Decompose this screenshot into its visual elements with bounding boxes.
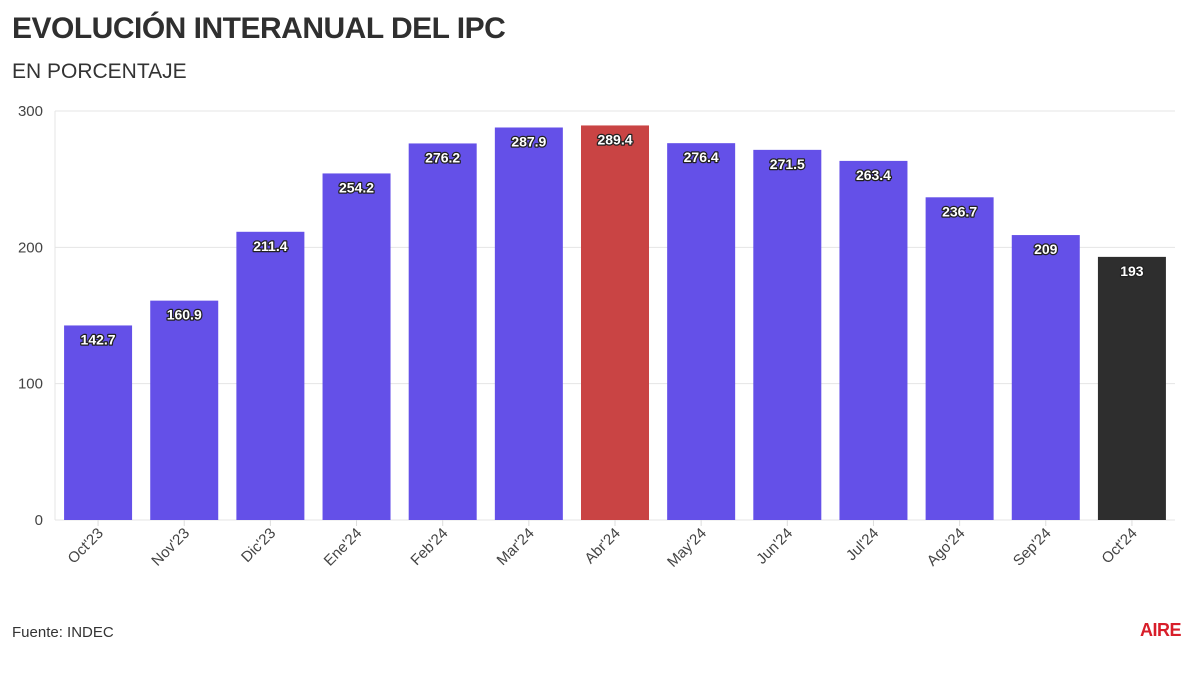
bar	[408, 143, 477, 520]
bar	[64, 325, 133, 520]
x-tick-label: Ene'24	[321, 525, 366, 570]
x-tick-label: Abr'24	[581, 525, 623, 567]
x-tick-label: Nov'23	[148, 525, 193, 570]
bar	[236, 231, 305, 521]
y-tick-label: 200	[18, 239, 43, 256]
bar	[1097, 256, 1166, 520]
bar-value-label: 236.7	[942, 203, 977, 219]
x-tick-label: Dic'23	[238, 525, 279, 566]
x-tick-label: Mar'24	[494, 525, 538, 569]
aire-logo: AIRE	[1139, 620, 1182, 640]
bar-value-label: 160.9	[167, 307, 202, 323]
bar	[1011, 235, 1080, 520]
bar	[581, 125, 649, 521]
bar	[494, 127, 563, 520]
y-tick-label: 100	[18, 376, 43, 393]
x-tick-label: Jul'24	[843, 525, 882, 564]
chart-subtitle: EN PORCENTAJE	[12, 60, 187, 83]
bar-value-label: 209	[1034, 241, 1058, 257]
source-note: Fuente: INDEC	[12, 624, 114, 641]
bar	[322, 173, 391, 520]
bar	[839, 160, 908, 520]
bar-value-label: 211.4	[253, 238, 287, 254]
x-tick-label: Oct'24	[1098, 525, 1140, 567]
bar-value-label: 276.2	[425, 149, 460, 165]
chart-title: EVOLUCIÓN INTERANUAL DEL IPC	[12, 12, 506, 45]
bar-value-label: 142.7	[81, 331, 116, 347]
bar-value-label: 289.4	[597, 131, 632, 147]
bar-value-label: 193	[1120, 263, 1144, 279]
x-tick-label: Jun'24	[753, 525, 796, 568]
bar-value-label: 263.4	[856, 167, 891, 183]
y-tick-label: 0	[35, 512, 43, 529]
bar-value-label: 254.2	[339, 179, 374, 195]
x-tick-label: Oct'23	[65, 525, 107, 567]
x-tick-label: Sep'24	[1010, 525, 1055, 570]
bar-value-label: 287.9	[511, 133, 546, 149]
bar	[925, 197, 994, 520]
x-tick-label: May'24	[664, 525, 710, 571]
bar	[667, 143, 736, 520]
x-tick-label: Feb'24	[407, 525, 451, 569]
x-tick-label: Ago'24	[924, 525, 969, 570]
bar-value-label: 276.4	[684, 149, 719, 165]
bar-value-label: 271.5	[770, 156, 805, 172]
bar	[753, 149, 822, 521]
y-tick-label: 300	[18, 103, 43, 120]
bar	[150, 300, 219, 520]
